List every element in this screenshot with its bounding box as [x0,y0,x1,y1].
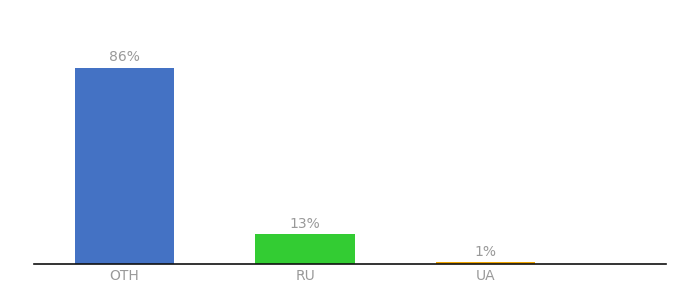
Text: 86%: 86% [109,50,140,64]
Text: 1%: 1% [475,245,496,260]
Bar [255,234,355,264]
Bar [436,262,535,264]
Text: 13%: 13% [290,217,320,231]
Bar [75,68,174,264]
